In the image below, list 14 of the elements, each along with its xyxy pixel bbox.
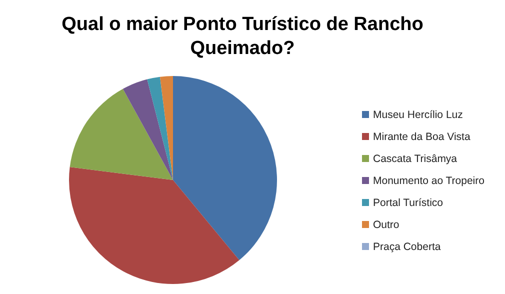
pie-slice (70, 88, 173, 180)
legend-label: Mirante da Boa Vista (373, 131, 470, 143)
pie-slice (173, 76, 277, 260)
chart-title: Qual o maior Ponto Turístico de Rancho Queimado? (62, 14, 424, 59)
legend-label: Cascata Trisâmya (373, 153, 458, 165)
pie-slice (160, 76, 173, 180)
legend-label: Portal Turístico (373, 197, 444, 209)
legend-label: Outro (373, 219, 400, 231)
pie-slice (122, 79, 173, 180)
pie-slice (69, 166, 240, 284)
legend-label: Monumento ao Tropeiro (373, 175, 485, 187)
legend-label: Praça Coberta (373, 241, 441, 253)
pie-slice (147, 76, 173, 180)
legend-label: Museu Hercílio Luz (373, 109, 463, 121)
